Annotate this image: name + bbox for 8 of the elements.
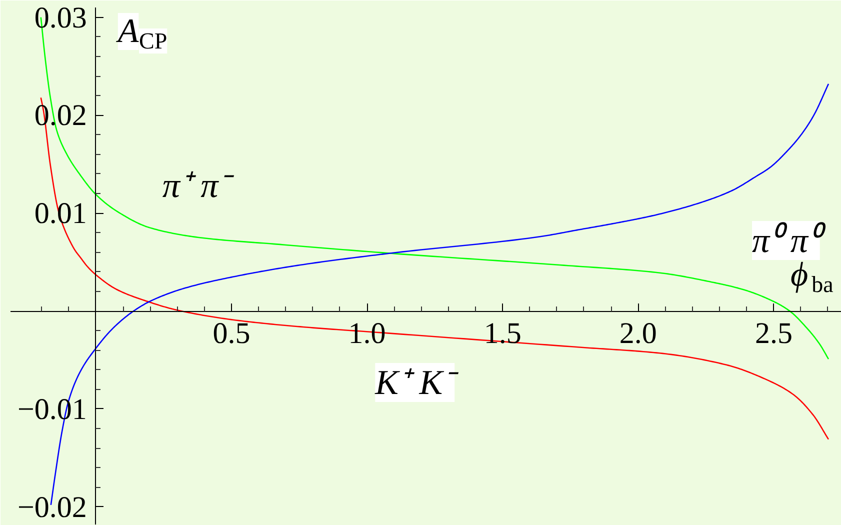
series-label: π⁺ π⁻ bbox=[162, 166, 236, 206]
x-tick-label: 0.5 bbox=[212, 317, 250, 350]
series-label: π⁰ π⁰ bbox=[752, 221, 827, 260]
x-tick-label: 2.0 bbox=[619, 317, 657, 350]
x-tick-label: 2.5 bbox=[754, 317, 792, 350]
y-tick-label: 0.03 bbox=[34, 1, 87, 34]
series-label: K⁺ K⁻ bbox=[374, 363, 460, 402]
y-tick-label: −0.02 bbox=[17, 490, 87, 524]
